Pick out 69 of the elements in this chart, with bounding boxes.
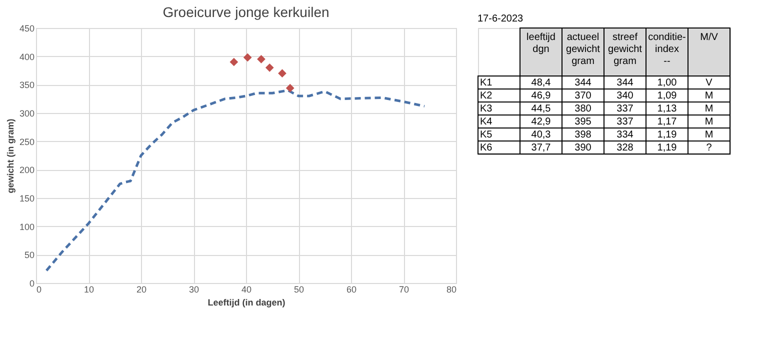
text: 44,5: [531, 104, 551, 114]
x-tick-label: 30: [188, 284, 200, 294]
text: M: [704, 90, 714, 102]
y-tick-label: 100: [19, 222, 34, 232]
y-tick-label: 350: [19, 80, 34, 90]
text: 1,19: [657, 142, 677, 154]
category-label: actueel gewicht gram: [566, 32, 600, 67]
text: ?: [706, 142, 712, 154]
x-tick-label: 0: [36, 284, 42, 294]
point: [230, 58, 238, 66]
text: 1,19: [657, 130, 677, 140]
category-label: K3: [480, 104, 492, 114]
point: [286, 84, 294, 92]
text: M: [704, 116, 714, 128]
category-label: K6: [480, 142, 492, 154]
text: 334: [616, 130, 634, 140]
x-tick-label: 20: [136, 284, 147, 294]
category-label: M/V: [700, 32, 718, 43]
text: 48,4: [531, 78, 551, 88]
text: 328: [616, 142, 634, 154]
text: 340: [616, 90, 634, 102]
x-tick-label: 10: [84, 284, 94, 294]
y-tick-label: 150: [19, 194, 34, 204]
y-tick-label: 400: [19, 52, 34, 62]
text: 1,09: [657, 90, 677, 102]
text: 1,17: [657, 116, 677, 128]
text: 1,00: [657, 78, 677, 88]
text: 380: [574, 104, 592, 114]
y-tick-label: 200: [19, 165, 34, 176]
text: 40,3: [531, 130, 551, 140]
text: 17-6-2023: [478, 14, 524, 24]
point: [243, 53, 252, 62]
category-label: conditie- index --: [648, 32, 686, 67]
category-label: leeftijd dgn: [526, 32, 556, 55]
point: [278, 69, 286, 78]
text: 1,13: [657, 104, 677, 114]
x-tick-label: 70: [398, 284, 410, 294]
y-tick-label: 300: [19, 108, 34, 118]
text: 344: [616, 78, 634, 88]
category-label: K5: [480, 130, 492, 140]
category-label: streef gewicht gram: [608, 32, 642, 67]
text: 398: [574, 130, 592, 140]
text: V: [706, 78, 712, 88]
point: [257, 54, 266, 64]
text: 390: [574, 142, 592, 154]
y-tick-label: 50: [24, 250, 34, 260]
text: 370: [574, 90, 592, 102]
y-tick-label: 450: [19, 24, 34, 34]
text: 395: [574, 116, 592, 128]
text: 337: [616, 116, 634, 128]
text: 42,9: [531, 116, 551, 128]
chart-title: Groeicurve jonge kerkuilen: [162, 4, 330, 20]
category-label: K1: [480, 78, 492, 88]
text: M: [704, 104, 714, 114]
text: 37,7: [531, 142, 551, 154]
category-label: K4: [480, 116, 492, 128]
x-tick-label: 80: [446, 284, 456, 294]
category-label: K2: [480, 90, 492, 102]
x-axis-title: Leeftijd (in dagen): [208, 298, 286, 308]
y-axis-title: gewicht (in gram): [5, 118, 16, 194]
x-tick-label: 60: [346, 284, 357, 294]
y-tick-label: 250: [19, 136, 34, 147]
text: 344: [574, 78, 592, 88]
x-tick-label: 40: [241, 284, 252, 294]
text: 337: [616, 104, 634, 114]
x-tick-label: 50: [294, 284, 304, 294]
text: 46,9: [531, 90, 551, 102]
point: [265, 63, 274, 72]
text: M: [704, 130, 714, 140]
